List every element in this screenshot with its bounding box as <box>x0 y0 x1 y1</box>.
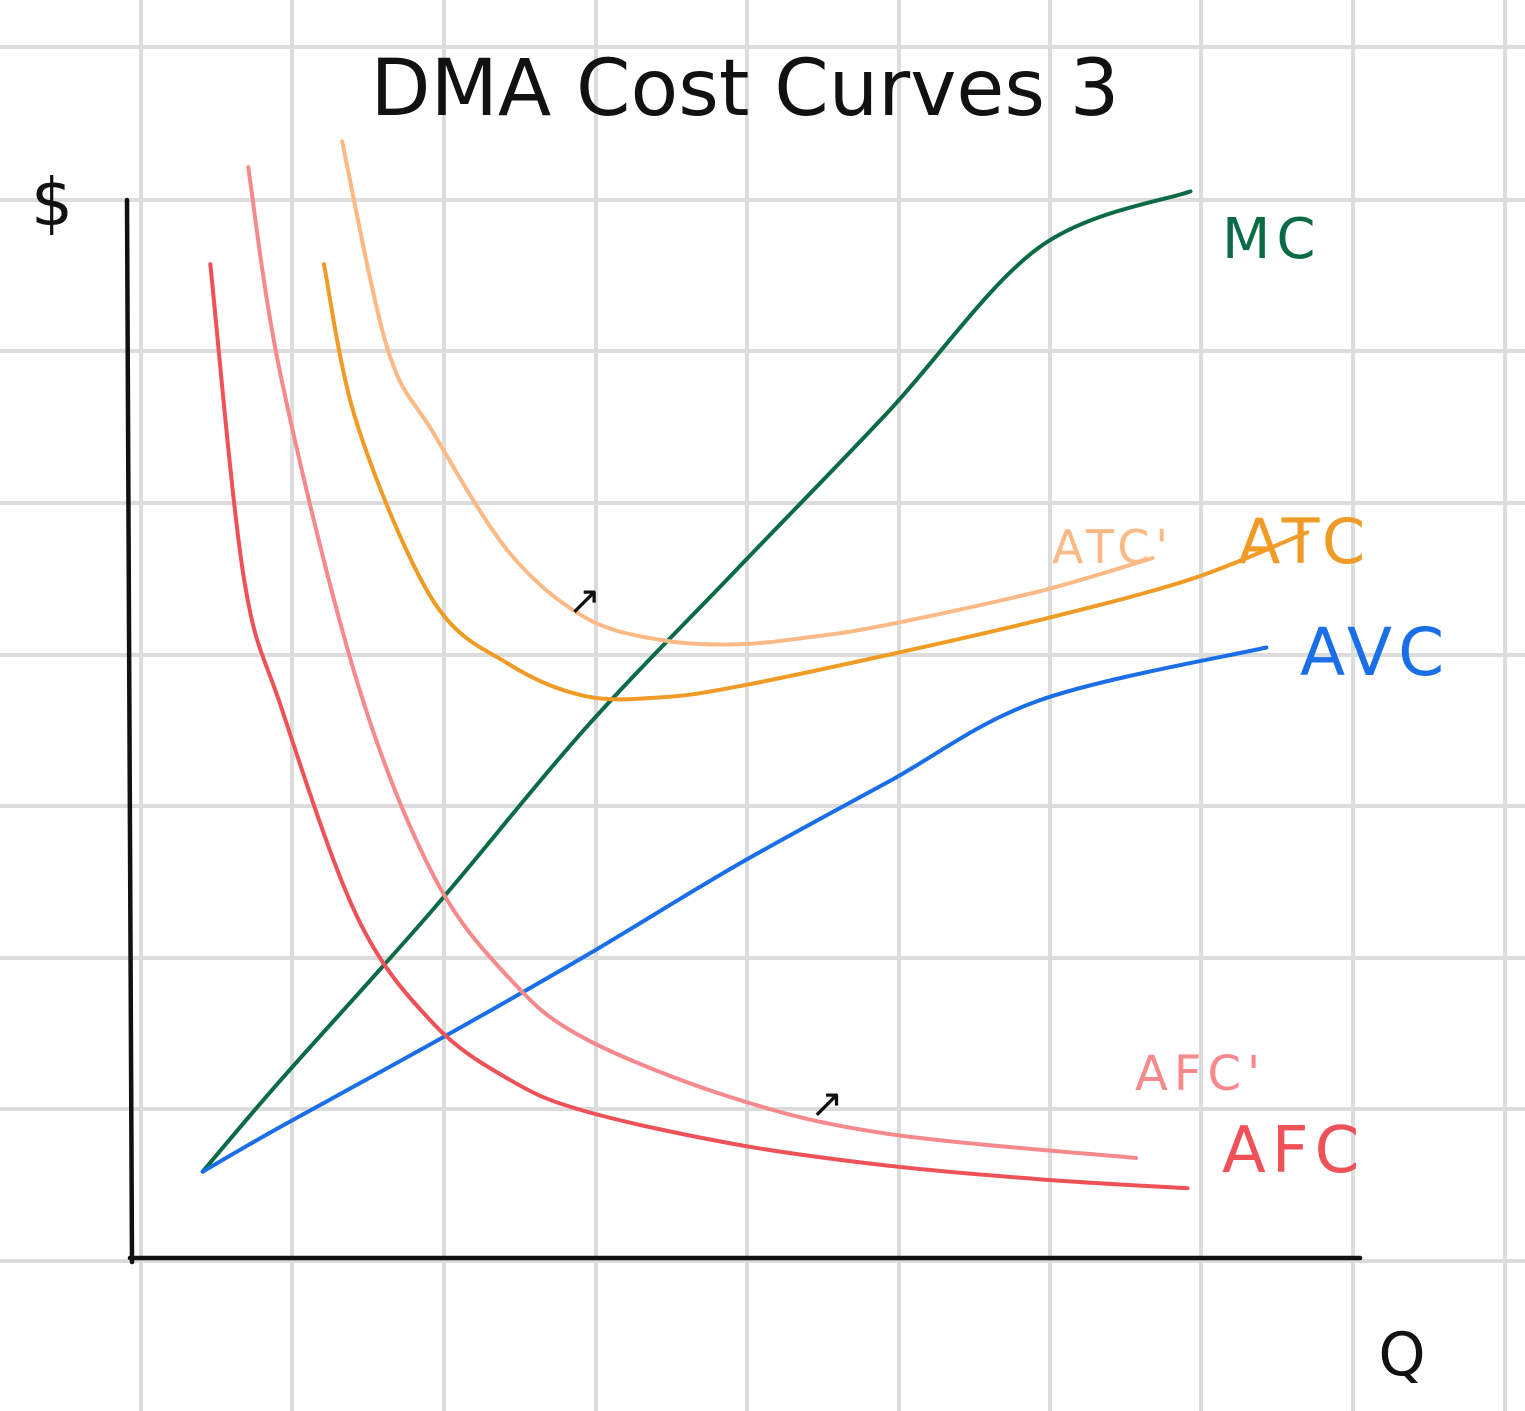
curve-atc-prime <box>340 139 1155 647</box>
curve-afc-prime <box>246 165 1138 1160</box>
curve-mc <box>200 189 1193 1174</box>
label-avc: AVC <box>1300 614 1450 691</box>
label-afc-prime: AFC' <box>1135 1046 1266 1102</box>
label-mc: MC <box>1222 207 1321 272</box>
y-axis-label: $ <box>31 164 73 241</box>
label-atc-prime: ATC' <box>1052 520 1174 574</box>
shift-arrow-icon: ↗ <box>568 578 602 624</box>
chart-title: DMA Cost Curves 3 <box>371 44 1120 134</box>
y-axis <box>124 197 135 1265</box>
series-curves <box>200 139 1310 1191</box>
curve-avc <box>200 645 1269 1174</box>
curve-atc <box>321 262 1310 702</box>
label-afc: AFC <box>1222 1114 1365 1188</box>
curve-afc <box>208 262 1190 1191</box>
label-atc: ATC <box>1238 505 1371 578</box>
series-labels: MC AVC ATC ATC' AFC AFC' <box>1052 207 1450 1188</box>
x-axis-label: Q <box>1378 1320 1425 1390</box>
shift-arrows: ↗↗ <box>568 578 844 1127</box>
shift-arrow-icon: ↗ <box>810 1081 844 1127</box>
